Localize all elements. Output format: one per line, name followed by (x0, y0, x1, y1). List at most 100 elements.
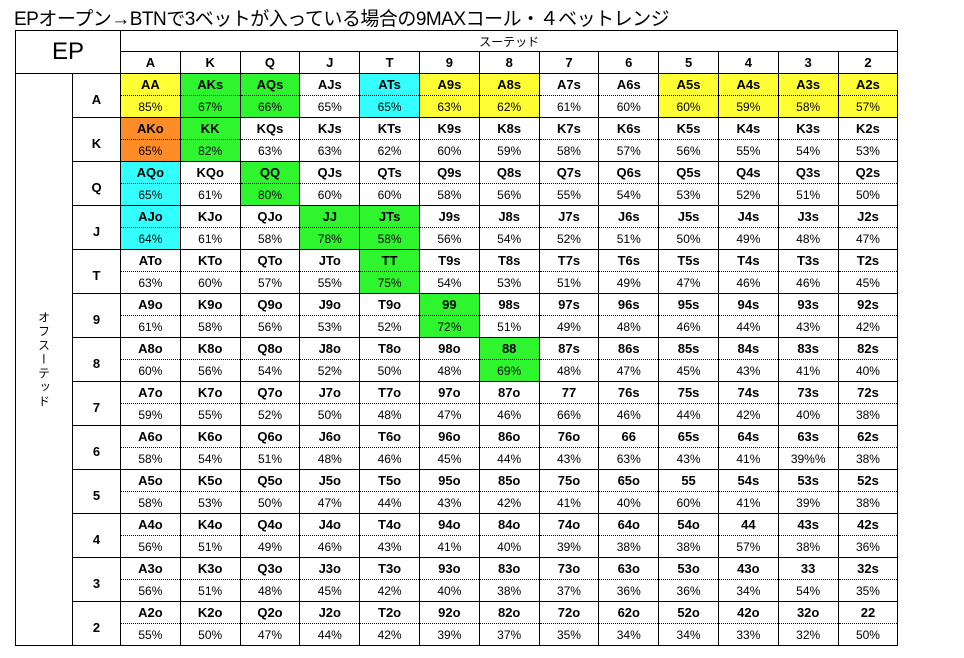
hand-cell: 84o 40% (478, 513, 540, 558)
hand-label: 32o (778, 602, 838, 624)
hand-label: 64s (718, 426, 778, 448)
table-row: J AJo 64% KJo 61% QJo 58% JJ 78% JTs 58% J9s 56% J8s 5… (16, 205, 899, 250)
hand-label: Q5s (659, 162, 718, 184)
hand-cell: 95s 46% (658, 293, 719, 338)
equity-percent: 56% (676, 144, 701, 158)
equity-percent: 45% (855, 276, 880, 290)
hand-cell: Q6o 51% (239, 425, 301, 470)
equity-percent: 44% (736, 320, 761, 334)
hand-cell: 93o 40% (418, 557, 480, 602)
equity-percent: 57% (855, 100, 880, 114)
hand-label: A5s (659, 74, 718, 96)
hand-cell: AQs 66% (239, 73, 301, 118)
hand-cell: 77 66% (538, 381, 600, 426)
hand-label: A4o (121, 514, 180, 536)
hand-cell: T6s 49% (598, 249, 660, 294)
hand-cell: 87s 48% (538, 337, 600, 382)
equity-percent: 50% (317, 408, 342, 422)
hand-cell: A8s 62% (478, 73, 540, 118)
equity-percent: 60% (616, 100, 641, 114)
column-header: 2 (837, 51, 899, 74)
table-row: オフスーテッド A AA 85% AKs 67% AQs 66% AJs 65% ATs 65% A9s… (15, 73, 899, 646)
equity-percent: 58% (437, 188, 462, 202)
hand-label: 64o (599, 514, 659, 536)
hand-label: A3s (778, 74, 838, 96)
equity-percent: 43% (556, 452, 581, 466)
equity-percent: 42% (497, 496, 522, 510)
equity-percent: 58% (138, 496, 163, 510)
hand-label: A6s (599, 74, 659, 96)
hand-label: J8o (300, 338, 360, 360)
hand-label: T7o (360, 382, 419, 404)
hand-label: 84s (718, 338, 778, 360)
hand-label: 77 (539, 382, 599, 404)
hand-label: 88 (479, 338, 539, 360)
hand-cell: A8o 60% (120, 337, 181, 382)
hand-label: 75s (659, 382, 718, 404)
hand-label: T4s (718, 250, 778, 272)
hand-label: A2o (121, 602, 180, 624)
hand-label: AJo (121, 206, 180, 228)
equity-percent: 48% (616, 320, 641, 334)
hand-cell: 94o 41% (418, 513, 480, 558)
equity-percent: 48% (317, 452, 342, 466)
equity-percent: 49% (257, 540, 282, 554)
equity-percent: 46% (676, 320, 701, 334)
hand-cell: 92o 39% (418, 601, 480, 646)
equity-percent: 43% (676, 452, 701, 466)
equity-percent: 61% (198, 188, 223, 202)
equity-percent: 51% (616, 232, 641, 246)
hand-label: Q4s (718, 162, 778, 184)
equity-percent: 62% (497, 100, 522, 114)
table-row: 7 A7o 59% K7o 55% Q7o 52% J7o 50% T7o 48% 97o 47% 87o… (16, 381, 899, 426)
equity-percent: 48% (556, 364, 581, 378)
hand-label: 82s (838, 338, 898, 360)
hand-label: T3s (778, 250, 838, 272)
hand-cell: JTs 58% (359, 205, 420, 250)
equity-percent: 50% (676, 232, 701, 246)
equity-percent: 54% (437, 276, 462, 290)
hand-cell: 76o 43% (538, 425, 600, 470)
equity-percent: 53% (855, 144, 880, 158)
equity-percent: 42% (377, 584, 402, 598)
hand-label: 65o (599, 470, 659, 492)
equity-percent: 51% (257, 452, 282, 466)
hand-label: 82o (479, 602, 539, 624)
equity-percent: 47% (676, 276, 701, 290)
equity-percent: 51% (796, 188, 821, 202)
hand-label: T8o (360, 338, 419, 360)
equity-percent: 39%% (790, 452, 826, 466)
column-header: 9 (418, 51, 480, 74)
hand-label: T5s (659, 250, 718, 272)
equity-percent: 75% (377, 276, 402, 290)
hand-cell: K4s 55% (717, 117, 779, 162)
hand-label: A8s (479, 74, 539, 96)
hand-cell: A4o 56% (120, 513, 181, 558)
hand-cell: A5s 60% (658, 73, 719, 118)
equity-percent: 38% (855, 408, 880, 422)
hand-cell: QQ 80% (239, 161, 301, 206)
equity-percent: 38% (497, 584, 522, 598)
equity-percent: 63% (257, 144, 282, 158)
hand-label: 72o (539, 602, 599, 624)
equity-percent: 60% (676, 496, 701, 510)
hand-label: 32s (838, 558, 898, 580)
equity-percent: 56% (497, 188, 522, 202)
hand-cell: K8s 59% (478, 117, 540, 162)
equity-percent: 49% (616, 276, 641, 290)
hand-label: J8s (479, 206, 539, 228)
hand-cell: AKo 65% (120, 117, 181, 162)
equity-percent: 39% (437, 628, 462, 642)
hand-cell: 98s 51% (478, 293, 540, 338)
equity-percent: 55% (138, 628, 163, 642)
hand-cell: 86s 47% (598, 337, 660, 382)
hand-cell: 96o 45% (418, 425, 480, 470)
row-header: Q (72, 161, 121, 206)
hand-cell: 94s 44% (717, 293, 779, 338)
hand-cell: Q7s 55% (538, 161, 600, 206)
column-header: 6 (598, 51, 660, 74)
hand-cell: QJs 60% (299, 161, 361, 206)
hand-label: QTs (360, 162, 419, 184)
hand-label: 98s (479, 294, 539, 316)
